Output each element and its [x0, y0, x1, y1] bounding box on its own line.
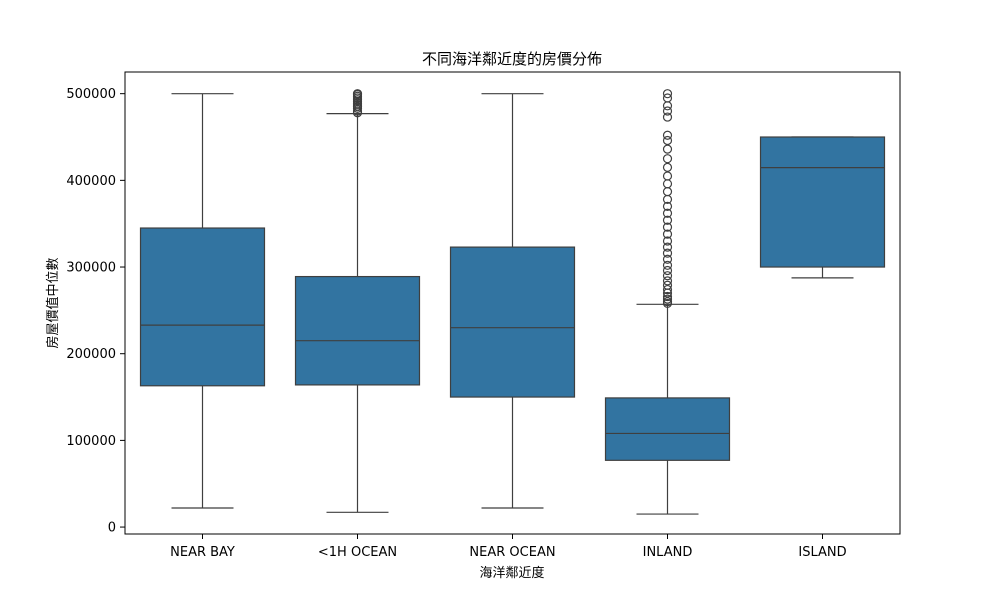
- x-tick-label: <1H OCEAN: [318, 545, 397, 560]
- box-iqr: [139, 227, 266, 387]
- outlier-point: [662, 271, 673, 281]
- outlier-point: [662, 248, 673, 258]
- outlier-point: [662, 179, 673, 189]
- outlier-point: [662, 171, 673, 181]
- box-group: [449, 93, 576, 509]
- y-tick-label: 100000: [66, 434, 116, 449]
- box-group: [139, 93, 266, 509]
- outlier-point: [662, 89, 673, 99]
- x-tick-label: NEAR OCEAN: [469, 545, 555, 560]
- outlier-point: [662, 215, 673, 225]
- outlier-point: [662, 294, 673, 304]
- outlier-point: [662, 154, 673, 164]
- box-iqr: [294, 275, 421, 386]
- y-axis: 0 100000 200000 300000 400000 500000: [66, 87, 125, 536]
- outlier-point: [662, 93, 673, 103]
- outlier-point: [662, 229, 673, 239]
- outlier-point: [662, 162, 673, 172]
- outlier-point: [662, 187, 673, 197]
- outlier-point: [662, 201, 673, 211]
- x-tick-label: INLAND: [643, 545, 693, 560]
- chart-title: 不同海洋鄰近度的房價分佈: [422, 50, 602, 68]
- y-tick-label: 200000: [66, 347, 116, 362]
- outlier-point: [662, 208, 673, 218]
- outlier-point: [662, 236, 673, 246]
- box-iqr: [604, 397, 731, 461]
- box-group: [759, 136, 886, 279]
- y-tick-label: 0: [108, 521, 116, 536]
- outlier-point: [352, 89, 363, 99]
- box-group: [294, 89, 421, 513]
- box-iqr: [449, 246, 576, 398]
- outlier-point: [662, 265, 673, 276]
- outlier-point: [662, 144, 673, 154]
- box-iqr: [759, 136, 886, 268]
- outlier-point: [662, 276, 673, 286]
- boxes-layer: [139, 89, 886, 515]
- outlier-point: [662, 130, 673, 140]
- outlier-point: [662, 101, 673, 111]
- y-axis-label: 房屋價值中位數: [45, 257, 61, 348]
- x-tick-label: ISLAND: [798, 545, 846, 560]
- box-group: [604, 89, 731, 515]
- outlier-point: [662, 297, 673, 307]
- outlier-point: [662, 291, 673, 302]
- outlier-point: [662, 242, 673, 252]
- outlier-point: [662, 280, 673, 290]
- outlier-point: [662, 222, 673, 232]
- outlier-point: [662, 106, 673, 116]
- y-tick-label: 300000: [66, 261, 116, 276]
- x-axis: NEAR BAY <1H OCEAN NEAR OCEAN INLAND ISLAND: [170, 534, 847, 560]
- x-tick-label: NEAR BAY: [170, 545, 235, 560]
- outlier-point: [662, 260, 673, 270]
- outlier-point: [662, 284, 673, 295]
- outlier-point: [662, 254, 673, 264]
- outlier-point: [662, 135, 673, 146]
- y-tick-label: 400000: [66, 174, 116, 189]
- outlier-point: [662, 112, 673, 122]
- x-axis-label: 海洋鄰近度: [479, 565, 544, 581]
- y-tick-label: 500000: [66, 87, 116, 102]
